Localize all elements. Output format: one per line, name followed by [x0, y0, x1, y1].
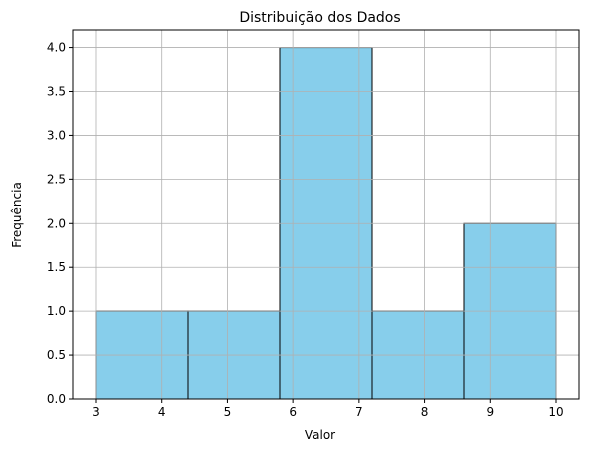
x-tick-label: 3 [92, 405, 100, 419]
y-tick-label: 3.0 [47, 128, 66, 142]
y-tick-label: 1.0 [47, 304, 66, 318]
plot-frame [72, 29, 580, 400]
y-tick-label: 1.5 [47, 260, 66, 274]
x-tick-label: 5 [224, 405, 232, 419]
y-tick-label: 2.5 [47, 172, 66, 186]
y-tick-label: 4.0 [47, 41, 66, 55]
y-axis-label: Frequência [10, 182, 24, 248]
x-tick-label: 9 [486, 405, 494, 419]
y-axis-ticks: 0.0 0.5 1.0 1.5 2.0 2.5 3.0 3.5 4.0 [47, 41, 73, 406]
x-tick-label: 7 [355, 405, 363, 419]
x-axis-ticks: 3 4 5 6 7 8 9 10 [92, 399, 564, 419]
chart-title: Distribuição dos Dados [239, 10, 400, 26]
x-axis-label: Valor [305, 428, 335, 442]
y-tick-label: 0.5 [47, 348, 66, 362]
y-tick-label: 3.5 [47, 85, 66, 99]
x-tick-label: 8 [421, 405, 429, 419]
y-tick-label: 0.0 [47, 392, 66, 406]
y-tick-label: 2.0 [47, 216, 66, 230]
x-tick-label: 6 [289, 405, 297, 419]
x-tick-label: 4 [158, 405, 166, 419]
x-tick-label: 10 [548, 405, 563, 419]
